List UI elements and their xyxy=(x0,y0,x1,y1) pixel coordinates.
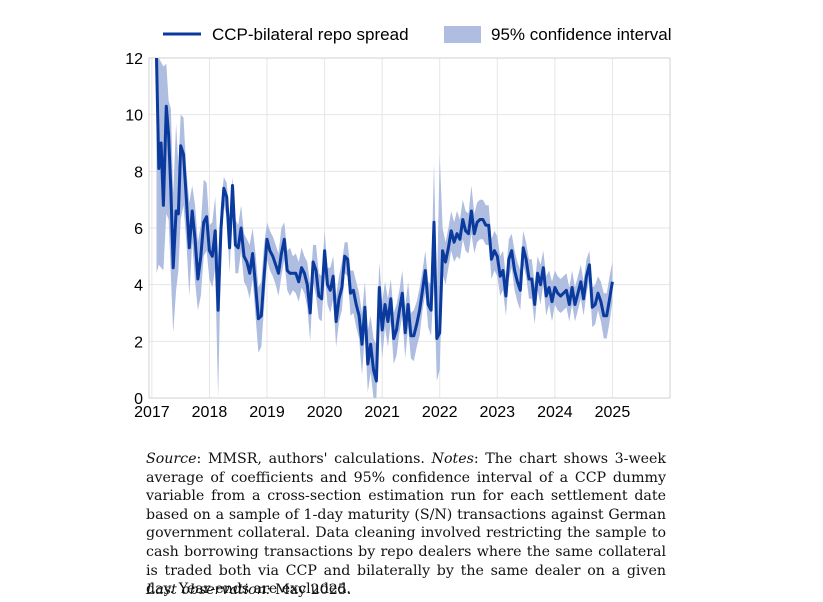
notes-label: Notes xyxy=(431,451,474,467)
x-tick-label: 2023 xyxy=(479,404,515,421)
x-tick-label: 2020 xyxy=(307,404,343,421)
last-observation: Last observation: May 2025. xyxy=(146,581,666,600)
confidence-band xyxy=(156,58,613,398)
x-tick-label: 2025 xyxy=(595,404,631,421)
spread-line xyxy=(155,57,614,383)
y-tick-label: 10 xyxy=(125,108,143,125)
y-axis-ticks: 0 2 4 6 8 10 12 xyxy=(125,51,143,408)
plot-frame xyxy=(148,57,671,399)
y-tick-label: 12 xyxy=(125,51,143,68)
source-text: : MMSR, authors' calculations. xyxy=(196,451,432,467)
y-tick-label: 8 xyxy=(134,164,143,181)
last-observation-label: Last observation: xyxy=(146,582,271,598)
y-tick-label: 6 xyxy=(134,221,143,238)
notes-text: : The chart shows 3-week average of coef… xyxy=(146,451,666,598)
x-tick-label: 2017 xyxy=(134,404,170,421)
legend-band-swatch xyxy=(444,26,481,43)
x-axis-ticks: 2017 2018 2019 2020 2021 2022 2023 2024 2025 xyxy=(134,404,630,421)
legend-label-spread: CCP-bilateral repo spread xyxy=(212,25,409,44)
legend: CCP-bilateral repo spread 95% confidence… xyxy=(163,25,672,44)
x-tick-label: 2019 xyxy=(249,404,285,421)
confidence-band-area xyxy=(156,58,613,398)
source-label: Source xyxy=(146,451,197,467)
x-tick-label: 2024 xyxy=(537,404,573,421)
x-tick-label: 2021 xyxy=(364,404,400,421)
spread-line-path xyxy=(155,57,614,383)
legend-label-confidence: 95% confidence interval xyxy=(491,25,672,44)
chart: CCP-bilateral repo spread 95% confidence… xyxy=(125,25,672,421)
y-tick-label: 4 xyxy=(134,278,143,295)
x-tick-label: 2018 xyxy=(192,404,228,421)
y-tick-label: 2 xyxy=(134,334,143,351)
x-tick-label: 2022 xyxy=(422,404,458,421)
last-observation-text: May 2025. xyxy=(270,582,352,598)
y-tick-label: 0 xyxy=(134,391,143,408)
chart-caption: Source: MMSR, authors' calculations. Not… xyxy=(146,450,666,599)
